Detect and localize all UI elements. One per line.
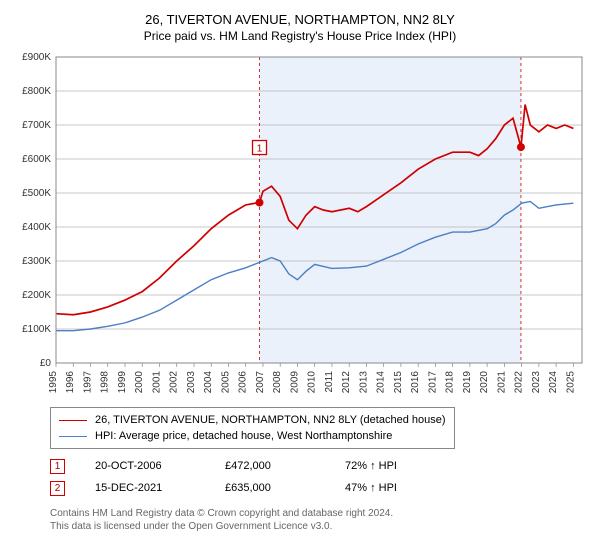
svg-text:1997: 1997	[82, 371, 93, 394]
svg-text:2018: 2018	[445, 371, 456, 394]
page-subtitle: Price paid vs. HM Land Registry's House …	[10, 29, 590, 43]
svg-text:2006: 2006	[238, 371, 249, 394]
legend-item: 26, TIVERTON AVENUE, NORTHAMPTON, NN2 8L…	[59, 412, 446, 428]
legend-item: HPI: Average price, detached house, West…	[59, 428, 446, 444]
price-chart: £0 £100K £200K £300K £400K £500K £600K £700K £80…	[10, 49, 590, 399]
svg-text:2016: 2016	[410, 371, 421, 394]
legend: 26, TIVERTON AVENUE, NORTHAMPTON, NN2 8L…	[50, 407, 455, 449]
svg-text:2015: 2015	[393, 371, 404, 394]
svg-text:2023: 2023	[531, 371, 542, 394]
transaction-ratio: 72% ↑ HPI	[345, 460, 397, 472]
svg-text:2020: 2020	[479, 371, 490, 394]
svg-text:2007: 2007	[255, 371, 266, 394]
svg-text:2017: 2017	[427, 371, 438, 394]
svg-text:2010: 2010	[307, 371, 318, 394]
transaction-marker: 1	[50, 459, 65, 474]
legend-swatch	[59, 436, 87, 437]
svg-text:2025: 2025	[565, 371, 576, 394]
svg-text:2000: 2000	[134, 371, 145, 394]
svg-text:1996: 1996	[65, 371, 76, 394]
svg-text:£300K: £300K	[22, 256, 51, 267]
svg-text:1999: 1999	[117, 371, 128, 394]
transaction-ratio: 47% ↑ HPI	[345, 482, 397, 494]
legend-label: HPI: Average price, detached house, West…	[95, 430, 392, 442]
svg-text:1998: 1998	[100, 371, 111, 394]
svg-text:2003: 2003	[186, 371, 197, 394]
transaction-row: 2 15-DEC-2021 £635,000 47% ↑ HPI	[50, 477, 590, 499]
svg-text:£700K: £700K	[22, 120, 51, 131]
svg-text:2011: 2011	[324, 371, 335, 393]
svg-text:£600K: £600K	[22, 154, 51, 165]
svg-text:£0: £0	[40, 358, 52, 369]
transaction-price: £472,000	[225, 460, 315, 472]
svg-text:2002: 2002	[169, 371, 180, 394]
svg-text:£800K: £800K	[22, 86, 51, 97]
svg-text:2019: 2019	[462, 371, 473, 394]
svg-text:1995: 1995	[48, 371, 59, 394]
svg-text:£200K: £200K	[22, 290, 51, 301]
footer-line: This data is licensed under the Open Gov…	[50, 520, 590, 533]
svg-text:2012: 2012	[341, 371, 352, 394]
svg-text:2022: 2022	[514, 371, 525, 394]
svg-text:2021: 2021	[496, 371, 507, 394]
footer-attribution: Contains HM Land Registry data © Crown c…	[50, 507, 590, 533]
svg-text:£500K: £500K	[22, 188, 51, 199]
svg-text:2014: 2014	[376, 371, 387, 394]
transaction-row: 1 20-OCT-2006 £472,000 72% ↑ HPI	[50, 455, 590, 477]
transactions-table: 1 20-OCT-2006 £472,000 72% ↑ HPI 2 15-DEC-202…	[50, 455, 590, 499]
svg-text:2005: 2005	[220, 371, 231, 394]
legend-label: 26, TIVERTON AVENUE, NORTHAMPTON, NN2 8L…	[95, 414, 446, 426]
svg-text:£400K: £400K	[22, 222, 51, 233]
transaction-date: 15-DEC-2021	[95, 482, 195, 494]
svg-text:1: 1	[257, 144, 263, 155]
svg-text:2001: 2001	[151, 371, 162, 394]
svg-text:2013: 2013	[358, 371, 369, 394]
svg-text:2024: 2024	[548, 371, 559, 394]
page-title: 26, TIVERTON AVENUE, NORTHAMPTON, NN2 8L…	[10, 12, 590, 27]
transaction-price: £635,000	[225, 482, 315, 494]
footer-line: Contains HM Land Registry data © Crown c…	[50, 507, 590, 520]
svg-text:£100K: £100K	[22, 324, 51, 335]
svg-text:£900K: £900K	[22, 52, 51, 63]
svg-text:2009: 2009	[289, 371, 300, 394]
transaction-date: 20-OCT-2006	[95, 460, 195, 472]
svg-text:2004: 2004	[203, 371, 214, 394]
legend-swatch	[59, 420, 87, 421]
svg-text:2008: 2008	[272, 371, 283, 394]
transaction-marker: 2	[50, 481, 65, 496]
